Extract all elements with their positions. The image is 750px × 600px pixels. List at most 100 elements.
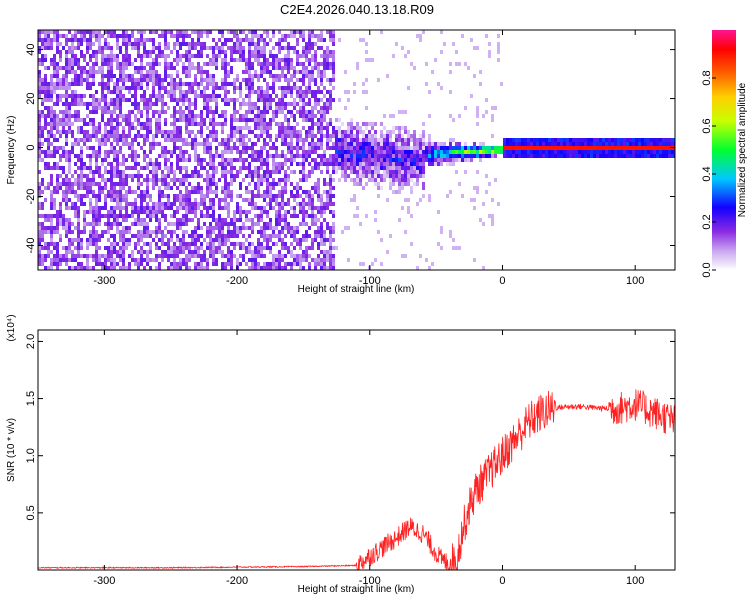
heatmap-cell [104, 46, 107, 50]
heatmap-cell [395, 154, 398, 158]
heatmap-cell [179, 202, 182, 206]
heatmap-cell [386, 166, 389, 170]
heatmap-cell [257, 266, 260, 270]
heatmap-cell [38, 30, 41, 34]
heatmap-cell [89, 86, 92, 90]
heatmap-cell [242, 50, 245, 54]
heatmap-cell [548, 150, 551, 154]
heatmap-cell [269, 70, 272, 74]
heatmap-cell [71, 238, 74, 242]
heatmap-cell [158, 78, 161, 82]
heatmap-cell [431, 162, 434, 166]
heatmap-cell [266, 238, 269, 242]
heatmap-cell [119, 90, 122, 94]
heatmap-cell [77, 246, 80, 250]
heatmap-cell [185, 214, 188, 218]
heatmap-cell [290, 110, 293, 114]
heatmap-cell [107, 246, 110, 250]
heatmap-cell [278, 50, 281, 54]
heatmap-cell [143, 50, 146, 54]
heatmap-cell [203, 106, 206, 110]
heatmap-cell [200, 202, 203, 206]
heatmap-cell [251, 154, 254, 158]
heatmap-cell [113, 186, 116, 190]
heatmap-cell [326, 250, 329, 254]
x-tick-label: 100 [626, 275, 644, 287]
heatmap-cell [515, 142, 518, 146]
heatmap-cell [65, 54, 68, 58]
heatmap-cell [212, 182, 215, 186]
heatmap-cell [173, 114, 176, 118]
heatmap-cell [68, 106, 71, 110]
heatmap-cell [89, 158, 92, 162]
heatmap-cell [335, 170, 338, 174]
heatmap-cell [353, 138, 356, 142]
heatmap-cell [224, 142, 227, 146]
heatmap-cell [230, 70, 233, 74]
heatmap-cell [110, 134, 113, 138]
heatmap-cell [410, 190, 413, 194]
heatmap-cell [299, 186, 302, 190]
heatmap-cell [65, 254, 68, 258]
heatmap-cell [314, 182, 317, 186]
heatmap-cell [293, 214, 296, 218]
heatmap-cell [146, 126, 149, 130]
heatmap-cell [89, 134, 92, 138]
heatmap-cell [407, 162, 410, 166]
heatmap-cell [401, 154, 404, 158]
heatmap-cell [647, 146, 650, 150]
heatmap-cell [278, 106, 281, 110]
heatmap-cell [224, 202, 227, 206]
heatmap-cell [245, 38, 248, 42]
heatmap-cell [443, 154, 446, 158]
heatmap-cell [332, 226, 335, 230]
heatmap-cell [413, 134, 416, 138]
heatmap-cell [365, 158, 368, 162]
heatmap-cell [305, 70, 308, 74]
heatmap-cell [41, 62, 44, 66]
heatmap-cell [104, 74, 107, 78]
heatmap-cell [344, 90, 347, 94]
heatmap-cell [53, 62, 56, 66]
heatmap-cell [173, 174, 176, 178]
heatmap-cell [131, 178, 134, 182]
heatmap-cell [383, 178, 386, 182]
heatmap-cell [104, 54, 107, 58]
heatmap-cell [119, 210, 122, 214]
heatmap-cell [284, 242, 287, 246]
heatmap-cell [215, 190, 218, 194]
heatmap-cell [197, 170, 200, 174]
heatmap-cell [236, 210, 239, 214]
heatmap-cell [347, 158, 350, 162]
heatmap-cell [110, 214, 113, 218]
heatmap-cell [47, 66, 50, 70]
heatmap-cell [149, 126, 152, 130]
heatmap-cell [653, 154, 656, 158]
heatmap-cell [212, 86, 215, 90]
heatmap-cell [287, 42, 290, 46]
heatmap-cell [179, 206, 182, 210]
heatmap-cell [245, 126, 248, 130]
heatmap-cell [182, 118, 185, 122]
heatmap-cell [320, 238, 323, 242]
heatmap-cell [164, 214, 167, 218]
heatmap-cell [272, 74, 275, 78]
heatmap-cell [119, 150, 122, 154]
heatmap-cell [299, 202, 302, 206]
heatmap-cell [77, 46, 80, 50]
heatmap-cell [134, 210, 137, 214]
heatmap-cell [149, 106, 152, 110]
heatmap-cell [206, 266, 209, 270]
heatmap-cell [269, 234, 272, 238]
heatmap-cell [77, 166, 80, 170]
heatmap-cell [188, 234, 191, 238]
heatmap-cell [314, 150, 317, 154]
heatmap-cell [116, 150, 119, 154]
heatmap-cell [122, 174, 125, 178]
heatmap-cell [275, 78, 278, 82]
heatmap-cell [155, 210, 158, 214]
heatmap-cell [224, 182, 227, 186]
heatmap-cell [170, 202, 173, 206]
heatmap-cell [212, 218, 215, 222]
heatmap-cell [89, 234, 92, 238]
